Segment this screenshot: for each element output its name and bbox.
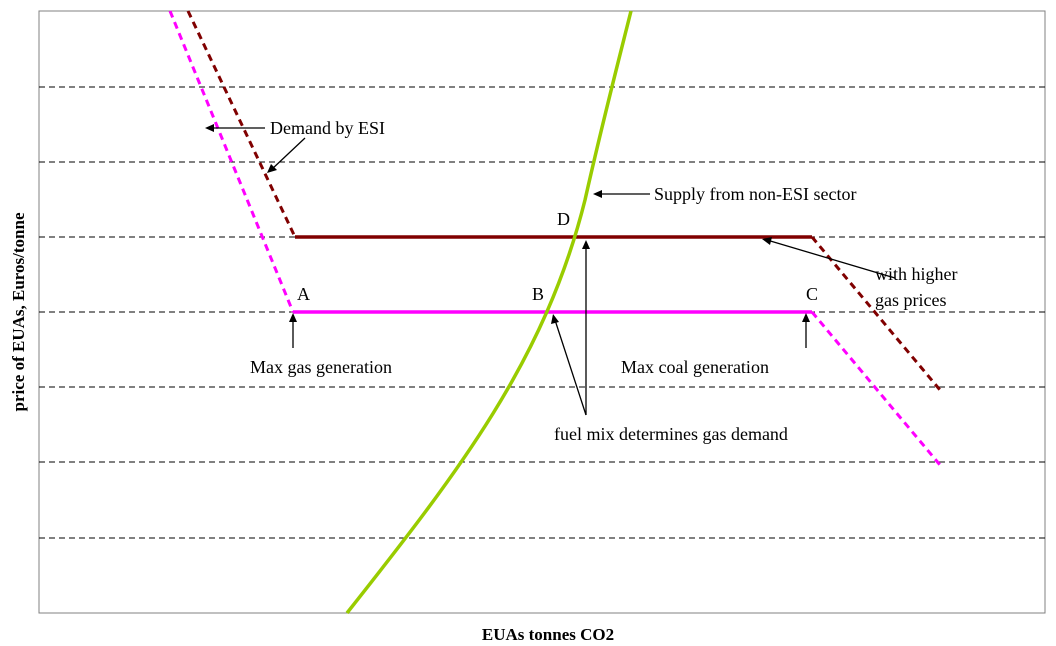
label-supply-non-esi: Supply from non-ESI sector [654,184,856,204]
annotation-arrows [205,124,896,416]
label-max-coal: Max coal generation [621,357,769,377]
supply-curve [345,10,633,615]
label-demand-esi: Demand by ESI [270,118,385,138]
point-label-B: B [532,284,544,304]
label-with-higher: with higher [875,264,958,284]
arrowhead [205,124,214,132]
higher-gas-demand-lower-dashed [810,236,942,391]
arrowhead [267,164,277,173]
arrowhead [593,190,602,198]
x-axis-title: EUAs tonnes CO2 [482,625,614,644]
higher-gas-price-demand-curve [186,10,942,391]
arrow-demand-to-darkred [270,137,306,171]
point-label-C: C [806,284,818,304]
label-gas-prices: gas prices [875,290,946,310]
higher-gas-demand-upper-dashed [186,10,297,238]
arrowhead [551,314,559,324]
arrowhead [582,240,590,249]
point-label-A: A [297,284,310,304]
gas-demand-curve [168,10,942,466]
arrowhead [762,237,772,245]
arrowhead [289,313,297,322]
gas-demand-lower-dashed [810,311,942,466]
gas-demand-upper-dashed [168,10,295,313]
arrow-fuel-mix-to-B [554,319,587,416]
arrow-higher-gas [766,239,896,279]
point-label-D: D [557,209,570,229]
arrowhead [802,313,810,322]
label-fuel-mix: fuel mix determines gas demand [554,424,788,444]
y-axis-title: price of EUAs, Euros/tonne [9,212,28,411]
label-max-gas: Max gas generation [250,357,392,377]
